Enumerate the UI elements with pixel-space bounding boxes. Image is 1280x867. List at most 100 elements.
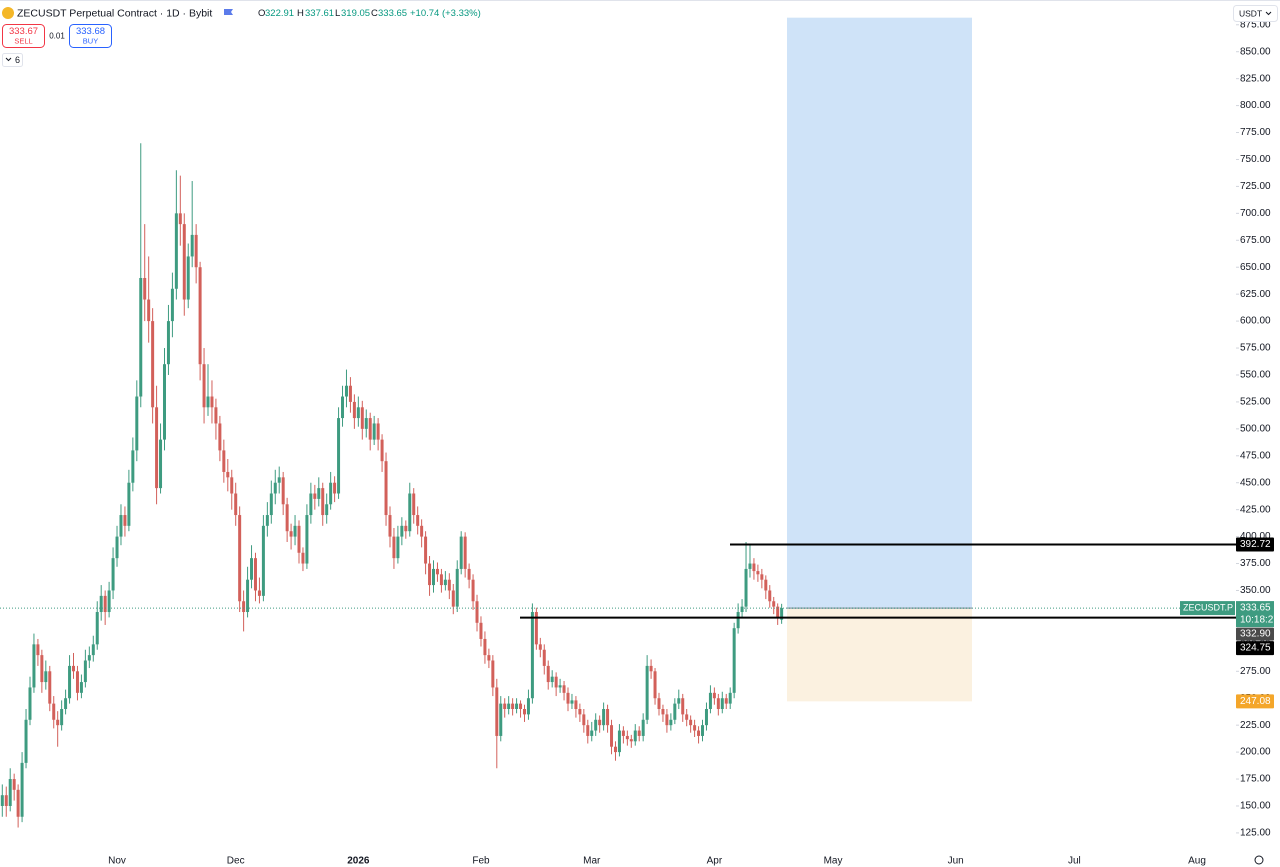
- indicators-toggle[interactable]: [2, 53, 23, 67]
- candle-body: [487, 655, 491, 661]
- x-tick-label: Dec: [227, 856, 245, 867]
- candle-body: [582, 714, 586, 726]
- candle-body: [432, 568, 436, 586]
- ohlc-letter: H: [297, 8, 304, 19]
- symbol-tag: ZECUSDT.P: [1183, 602, 1233, 612]
- candle-body: [602, 709, 606, 726]
- y-tick-label: 150.00: [1240, 801, 1271, 812]
- candle-body: [95, 612, 99, 645]
- candle-body: [736, 612, 740, 629]
- candle-body: [309, 493, 313, 516]
- y-tick-label: 275.00: [1240, 666, 1271, 677]
- candle-body: [665, 714, 669, 726]
- x-tick-label: Aug: [1188, 856, 1206, 867]
- flag-icon[interactable]: [224, 9, 233, 15]
- candle-body: [574, 700, 578, 710]
- stop-zone: [787, 608, 972, 702]
- change: +10.74 (+3.33%): [410, 8, 481, 19]
- candle-body: [756, 571, 760, 575]
- sell-button[interactable]: [2, 24, 45, 48]
- candle-body: [87, 655, 91, 661]
- y-tick-label: 500.00: [1240, 423, 1271, 434]
- candle-body: [48, 671, 52, 704]
- candle-body: [530, 612, 534, 699]
- candle-body: [226, 471, 230, 478]
- candle-body: [637, 730, 641, 736]
- candle-body: [740, 606, 744, 613]
- last-price: 333.65: [1240, 603, 1271, 614]
- candle-body: [246, 579, 250, 613]
- candle-body: [649, 665, 653, 672]
- candle-body: [297, 525, 301, 553]
- y-tick-label: 700.00: [1240, 208, 1271, 219]
- candle-body: [190, 234, 194, 257]
- candle-body: [64, 698, 68, 710]
- candle-body: [356, 407, 360, 419]
- candle-body: [28, 687, 32, 720]
- candle-body: [428, 563, 432, 586]
- y-tick-label: 875.00: [1240, 19, 1271, 30]
- candle-body: [305, 515, 309, 564]
- candle-body: [376, 423, 380, 440]
- candle-body: [214, 407, 218, 424]
- candle-body: [511, 703, 515, 710]
- x-tick-label: Nov: [108, 856, 126, 867]
- candle-body: [439, 574, 443, 586]
- y-tick-label: 650.00: [1240, 262, 1271, 273]
- candle-body: [293, 525, 297, 537]
- candle-body: [669, 719, 673, 726]
- symbol-logo: [2, 7, 14, 19]
- candle-body: [289, 531, 293, 537]
- y-tick-label: 225.00: [1240, 720, 1271, 731]
- candle-body: [170, 288, 174, 322]
- candle-body: [594, 719, 598, 731]
- stop-label-box: [1236, 694, 1274, 709]
- x-tick-label: Jun: [948, 856, 964, 867]
- candle-body: [586, 725, 590, 736]
- chevron: [1265, 11, 1272, 16]
- y-tick-label: 750.00: [1240, 154, 1271, 165]
- candle-body: [693, 725, 697, 731]
- buy-button[interactable]: [69, 24, 112, 48]
- candle-body: [443, 579, 447, 586]
- countdown: 10:18:27: [1240, 615, 1279, 626]
- settings-icon[interactable]: [1254, 855, 1264, 865]
- candle-body: [40, 655, 44, 683]
- candle-body: [253, 558, 257, 591]
- chevron: [5, 57, 12, 62]
- x-tick-label: 2026: [347, 856, 370, 867]
- candle-body: [566, 692, 570, 704]
- ohlc-letter: O: [258, 8, 265, 19]
- y-tick-label: 400.00: [1240, 531, 1271, 542]
- candle-body: [613, 746, 617, 753]
- candle-body: [261, 525, 265, 596]
- candle-body: [554, 676, 558, 688]
- y-tick-label: 775.00: [1240, 127, 1271, 138]
- candle-body: [752, 563, 756, 572]
- y-tick-label: 725.00: [1240, 181, 1271, 192]
- level-label-box: [1236, 641, 1274, 656]
- candle-body: [645, 665, 649, 720]
- candle-body: [317, 488, 321, 499]
- candle-body: [341, 396, 345, 419]
- candle-body: [147, 299, 151, 322]
- candle-body: [265, 515, 269, 526]
- candle-body: [617, 730, 621, 753]
- ohlc-letter: C: [371, 8, 378, 19]
- candle-body: [234, 493, 238, 516]
- x-tick-label: Feb: [472, 856, 490, 867]
- candle-body: [360, 407, 364, 429]
- candle-body: [546, 665, 550, 683]
- candle-body: [716, 698, 720, 710]
- candle-body: [657, 698, 661, 710]
- currency-select[interactable]: [1233, 5, 1278, 22]
- candle-body: [210, 396, 214, 408]
- y-tick-label: 825.00: [1240, 73, 1271, 84]
- candle-body: [285, 504, 289, 532]
- candle-body: [194, 234, 198, 268]
- candle-body: [143, 277, 147, 300]
- candle-body: [68, 665, 72, 699]
- candle-body: [400, 525, 404, 537]
- candle-body: [578, 709, 582, 715]
